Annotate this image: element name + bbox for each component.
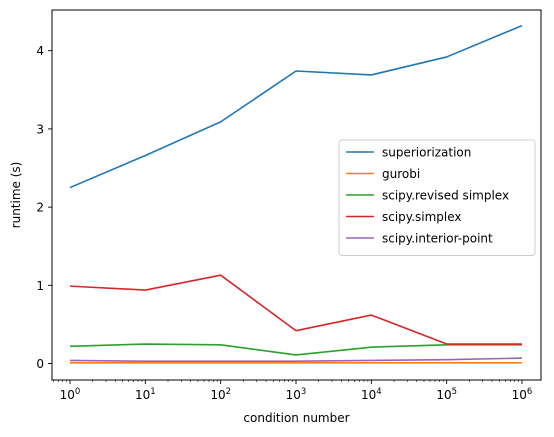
x-tick-label: 106 <box>512 387 533 402</box>
x-tick-label: 101 <box>135 387 156 402</box>
x-axis: 100 101 102 103 104 105 106 <box>52 380 533 402</box>
plot-area <box>69 24 523 364</box>
x-axis-title: condition number <box>243 411 349 425</box>
legend-label-4: scipy.interior-point <box>382 231 493 245</box>
y-tick-label: 1 <box>36 279 44 293</box>
legend: superiorization gurobi scipy.revised simpl… <box>338 139 536 256</box>
legend-label-3: scipy.simplex <box>382 210 462 224</box>
x-tick-label: 102 <box>210 387 231 402</box>
y-tick-label: 2 <box>36 201 44 215</box>
legend-label-1: gurobi <box>382 167 420 181</box>
series-line-3 <box>69 274 522 345</box>
series-line-0 <box>69 24 523 189</box>
series-line-2 <box>69 343 522 356</box>
x-tick-label: 104 <box>361 387 382 402</box>
x-tick-label: 100 <box>60 387 81 402</box>
y-axis: 0 1 2 3 4 <box>36 44 52 371</box>
y-tick-label: 4 <box>36 44 44 58</box>
legend-label-0: superiorization <box>382 145 471 159</box>
plot-frame <box>51 9 542 381</box>
y-tick-label: 0 <box>36 357 44 371</box>
series-line-4 <box>69 357 523 363</box>
y-tick-label: 3 <box>36 122 44 136</box>
x-tick-label: 103 <box>286 387 307 402</box>
x-tick-label: 105 <box>436 387 457 402</box>
y-axis-title: runtime (s) <box>9 162 23 229</box>
legend-label-2: scipy.revised simplex <box>382 188 509 202</box>
legend-box <box>338 139 536 256</box>
